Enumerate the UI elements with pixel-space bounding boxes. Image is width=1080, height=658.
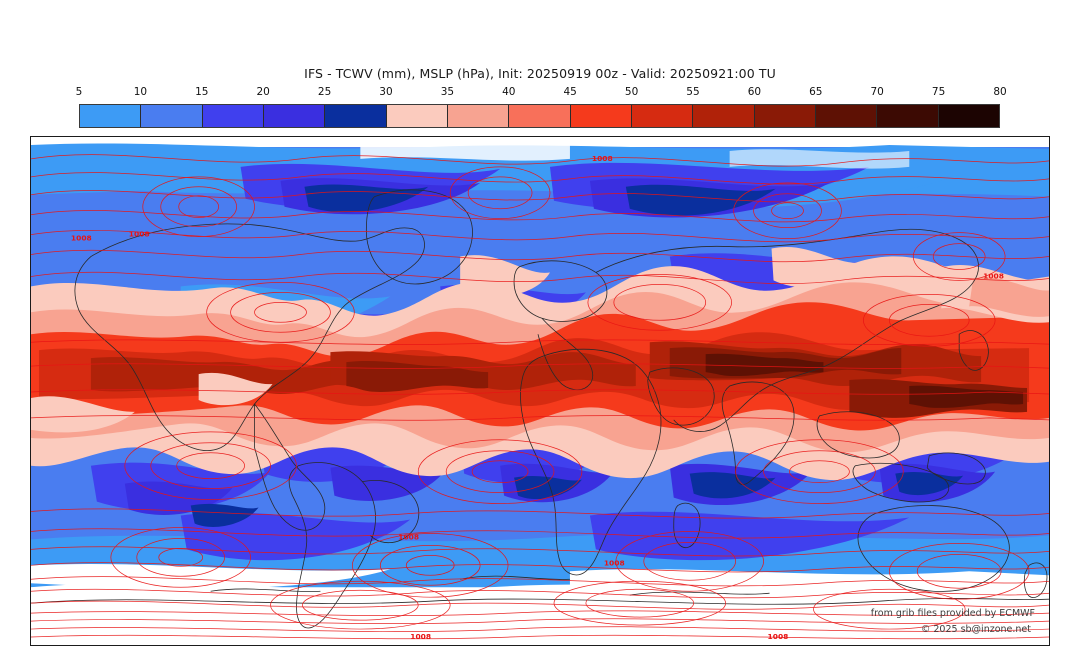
colorbar-segment — [202, 105, 264, 127]
colorbar-segment — [509, 105, 571, 127]
colorbar-tick: 60 — [747, 86, 762, 98]
map-canvas: 1008 1008 1008 1008 1008 1008 1008 1008 — [31, 137, 1049, 645]
colorbar-swatches — [79, 104, 1000, 128]
colorbar-tick-labels: 5 10 15 20 25 30 35 40 45 50 55 60 65 70 75 80 — [75, 86, 1007, 102]
colorbar-tick: 75 — [931, 86, 946, 98]
isobar-label: 1008 — [410, 632, 431, 641]
colorbar-tick: 50 — [624, 86, 639, 98]
isobar-label: 1008 — [398, 532, 419, 541]
colorbar-tick: 55 — [686, 86, 700, 98]
colorbar-tick: 10 — [133, 86, 148, 98]
colorbar-segment — [263, 105, 326, 127]
colorbar-segment — [570, 105, 632, 127]
tcwv-field — [31, 141, 1049, 645]
colorbar-tick: 20 — [256, 86, 270, 98]
colorbar-segment — [80, 105, 142, 127]
colorbar-segment — [141, 105, 203, 127]
isobar-label: 1008 — [71, 234, 92, 243]
colorbar-tick: 65 — [809, 86, 823, 98]
colorbar-tick: 5 — [75, 86, 83, 98]
isobar-label: 1008 — [983, 271, 1004, 280]
colorbar-tick: 80 — [993, 86, 1007, 98]
colorbar-segment — [631, 105, 694, 127]
colorbar-segment — [447, 105, 510, 127]
colorbar-segment — [938, 105, 999, 127]
mslp-isobars — [31, 154, 1049, 640]
isobar-labels: 1008 1008 1008 1008 1008 1008 1008 1008 — [71, 154, 1004, 641]
colorbar-segment — [325, 105, 387, 127]
weather-map[interactable]: 1008 1008 1008 1008 1008 1008 1008 1008 … — [30, 136, 1050, 646]
colorbar-segment — [754, 105, 816, 127]
colorbar-segment — [693, 105, 755, 127]
colorbar-tick: 70 — [870, 86, 884, 98]
colorbar-tick: 30 — [379, 86, 393, 98]
isobar-label: 1008 — [129, 230, 150, 239]
isobar-label: 1008 — [604, 558, 625, 567]
colorbar-tick: 35 — [440, 86, 455, 98]
colorbar-segment — [815, 105, 878, 127]
colorbar-segment — [877, 105, 939, 127]
colorbar-tick: 25 — [317, 86, 332, 98]
colorbar-tick: 40 — [502, 86, 516, 98]
colorbar: 5 10 15 20 25 30 35 40 45 50 55 60 65 70 75 80 — [75, 86, 1007, 128]
page-title: IFS - TCWV (mm), MSLP (hPa), Init: 20250… — [304, 66, 776, 81]
colorbar-tick: 45 — [563, 86, 577, 98]
isobar-label: 1008 — [592, 154, 613, 163]
isobar-label: 1008 — [768, 632, 789, 641]
colorbar-segment — [386, 105, 448, 127]
colorbar-tick: 15 — [195, 86, 209, 98]
